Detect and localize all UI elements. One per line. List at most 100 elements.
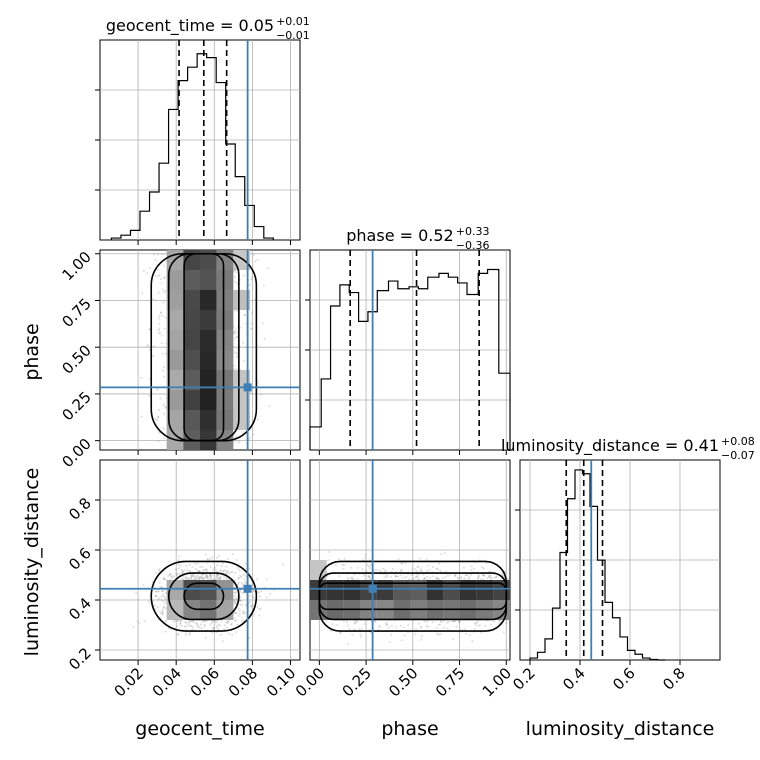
sample-point xyxy=(154,418,157,421)
sample-point xyxy=(348,628,351,631)
sample-point xyxy=(235,597,238,600)
sample-point xyxy=(137,621,140,624)
sample-point xyxy=(154,607,157,610)
sample-point xyxy=(422,573,425,576)
sample-point xyxy=(139,376,142,379)
sample-point xyxy=(234,435,237,438)
sample-point xyxy=(189,621,192,624)
sample-point xyxy=(504,571,507,574)
sample-point xyxy=(338,558,341,561)
sample-point xyxy=(239,604,242,607)
sample-point xyxy=(178,573,181,576)
density-cell xyxy=(200,350,217,370)
sample-point xyxy=(454,574,457,577)
sample-point xyxy=(410,574,413,577)
sample-point xyxy=(170,575,173,578)
density-cell xyxy=(166,350,184,370)
sample-point xyxy=(498,619,501,622)
density-cell xyxy=(216,310,234,330)
sample-point xyxy=(227,620,230,623)
sample-point xyxy=(180,624,183,627)
sample-point xyxy=(351,576,354,579)
sample-point xyxy=(328,551,331,554)
sample-point xyxy=(195,575,198,578)
sample-point xyxy=(265,596,268,599)
sample-point xyxy=(477,574,480,577)
sample-point xyxy=(343,564,346,567)
sample-point xyxy=(203,625,206,628)
sample-point xyxy=(242,574,245,577)
sample-point xyxy=(217,554,220,557)
sample-point xyxy=(489,576,492,579)
sample-point xyxy=(256,591,259,594)
density-cell xyxy=(200,370,217,390)
density-cell xyxy=(233,390,250,410)
density-cell xyxy=(166,270,184,290)
sample-point xyxy=(221,570,224,573)
sample-point xyxy=(194,577,197,580)
sample-point xyxy=(171,576,174,579)
sample-point xyxy=(234,591,237,594)
sample-point xyxy=(374,621,377,624)
sample-point xyxy=(400,569,403,572)
sample-point xyxy=(158,581,161,584)
sample-point xyxy=(203,619,206,622)
sample-point xyxy=(142,269,145,272)
sample-point xyxy=(415,575,418,578)
sample-point xyxy=(251,276,254,279)
sample-point xyxy=(233,598,236,601)
sample-point xyxy=(234,571,237,574)
sample-point xyxy=(225,577,228,580)
sample-point xyxy=(164,405,167,408)
sample-point xyxy=(242,610,245,613)
sample-point xyxy=(495,575,498,578)
sample-point xyxy=(230,623,233,626)
sample-point xyxy=(164,630,167,633)
sample-point xyxy=(158,274,161,277)
sample-point xyxy=(162,611,165,614)
sample-point xyxy=(359,633,362,636)
sample-point xyxy=(470,568,473,571)
sample-point xyxy=(189,632,192,635)
sample-point xyxy=(251,584,254,587)
sample-point xyxy=(458,620,461,623)
sample-point xyxy=(158,431,161,434)
density-cell xyxy=(166,330,184,350)
density-cell xyxy=(200,250,217,270)
sample-point xyxy=(239,589,242,592)
sample-point xyxy=(248,567,251,570)
sample-point xyxy=(258,595,261,598)
density-cell xyxy=(166,310,184,330)
sample-point xyxy=(238,569,241,572)
sample-point xyxy=(474,623,477,626)
sample-point xyxy=(231,553,234,556)
sample-point xyxy=(408,578,411,581)
sample-point xyxy=(235,597,238,600)
sample-point xyxy=(190,624,193,627)
sample-point xyxy=(205,568,208,571)
sample-point xyxy=(455,625,458,628)
sample-point xyxy=(417,565,420,568)
sample-point xyxy=(185,564,188,567)
sample-point xyxy=(199,576,202,579)
sample-point xyxy=(368,576,371,579)
sample-point xyxy=(241,619,244,622)
sample-point xyxy=(204,568,207,571)
sample-point xyxy=(192,575,195,578)
sample-point xyxy=(400,639,403,642)
sample-point xyxy=(196,575,199,578)
sample-point xyxy=(341,563,344,566)
sample-point xyxy=(243,313,246,316)
sample-point xyxy=(460,576,463,579)
sample-point xyxy=(209,576,212,579)
sample-point xyxy=(400,562,403,565)
sample-point xyxy=(446,621,449,624)
sample-point xyxy=(250,605,253,608)
sample-point xyxy=(256,258,259,261)
sample-point xyxy=(161,608,164,611)
sample-point xyxy=(177,555,180,558)
sample-point xyxy=(179,622,182,625)
density-cell xyxy=(166,410,184,430)
sample-point xyxy=(240,576,243,579)
